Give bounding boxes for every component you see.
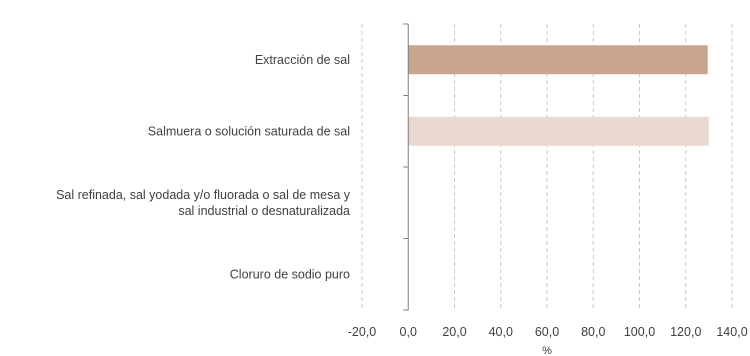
x-tick-label: 0,0 [400, 325, 417, 339]
category-label: Cloruro de sodio puro [230, 267, 350, 281]
x-axis-title: % [542, 345, 552, 356]
x-tick-labels: -20,0 0,0 20,0 40,0 60,0 80,0 100,0 120,0 140,0 [348, 325, 748, 339]
bar [408, 45, 708, 75]
x-tick-label: 120,0 [670, 325, 701, 339]
category-axis [403, 23, 409, 311]
x-tick-label: -20,0 [348, 325, 377, 339]
category-label: Sal refinada, sal yodada y/o fluorada o … [56, 188, 351, 218]
x-tick-label: 140,0 [716, 325, 747, 339]
gridlines [361, 24, 733, 310]
x-tick-label: 100,0 [624, 325, 655, 339]
x-tick-label: 60,0 [535, 325, 559, 339]
category-label: Salmuera o solución saturada de sal [148, 124, 350, 138]
category-label: Extracción de sal [255, 53, 350, 67]
x-tick-label: 40,0 [489, 325, 513, 339]
bars [408, 45, 709, 146]
bar [408, 116, 709, 146]
x-tick-label: 20,0 [442, 325, 466, 339]
category-labels: Extracción de sal Salmuera o solución sat… [56, 53, 351, 282]
x-tick-label: 80,0 [581, 325, 605, 339]
